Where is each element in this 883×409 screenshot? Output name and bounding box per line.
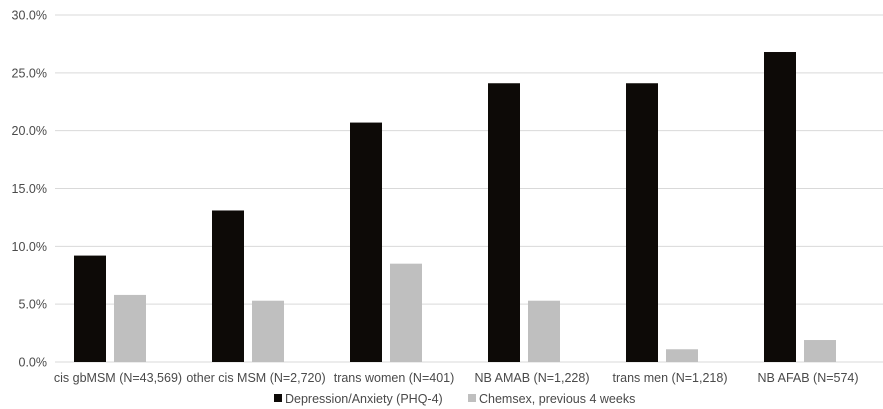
bar-depression-anxiety — [488, 83, 520, 362]
bar-depression-anxiety — [212, 210, 244, 362]
bar-chemsex — [528, 300, 560, 362]
category-label: cis gbMSM (N=43,569) — [54, 371, 182, 385]
legend-label: Depression/Anxiety (PHQ-4) — [285, 392, 443, 406]
category-label: trans men (N=1,218) — [613, 371, 728, 385]
y-tick-label: 0.0% — [19, 356, 48, 370]
gridlines — [55, 14, 883, 363]
category-label: NB AMAB (N=1,228) — [475, 371, 590, 385]
y-tick-label: 5.0% — [19, 298, 48, 312]
legend-item: Chemsex, previous 4 weeks — [468, 392, 635, 406]
bar-chemsex — [666, 349, 698, 362]
legend-label: Chemsex, previous 4 weeks — [479, 392, 635, 406]
category-label: other cis MSM (N=2,720) — [186, 371, 325, 385]
bars — [74, 52, 836, 362]
bar-chemsex — [804, 340, 836, 362]
y-tick-label: 30.0% — [12, 9, 47, 23]
y-axis-tick-labels: 0.0% 5.0% 10.0% 15.0% 20.0% 25.0% 30.0% — [12, 9, 47, 370]
bar-depression-anxiety — [350, 122, 382, 362]
legend-swatch — [468, 394, 476, 402]
x-axis-category-labels: cis gbMSM (N=43,569) other cis MSM (N=2,7… — [54, 371, 859, 385]
y-tick-label: 25.0% — [12, 66, 47, 80]
bar-chemsex — [114, 294, 146, 362]
category-label: trans women (N=401) — [334, 371, 455, 385]
legend-swatch — [274, 394, 282, 402]
y-tick-label: 20.0% — [12, 124, 47, 138]
category-label: NB AFAB (N=574) — [757, 371, 858, 385]
bar-chemsex — [252, 300, 284, 362]
bar-depression-anxiety — [626, 83, 658, 362]
bar-depression-anxiety — [764, 52, 796, 362]
y-tick-label: 10.0% — [12, 240, 47, 254]
bar-depression-anxiety — [74, 255, 106, 362]
bar-chemsex — [390, 263, 422, 362]
legend: Depression/Anxiety (PHQ-4) Chemsex, previ… — [274, 392, 635, 406]
legend-item: Depression/Anxiety (PHQ-4) — [274, 392, 443, 406]
y-tick-label: 15.0% — [12, 182, 47, 196]
